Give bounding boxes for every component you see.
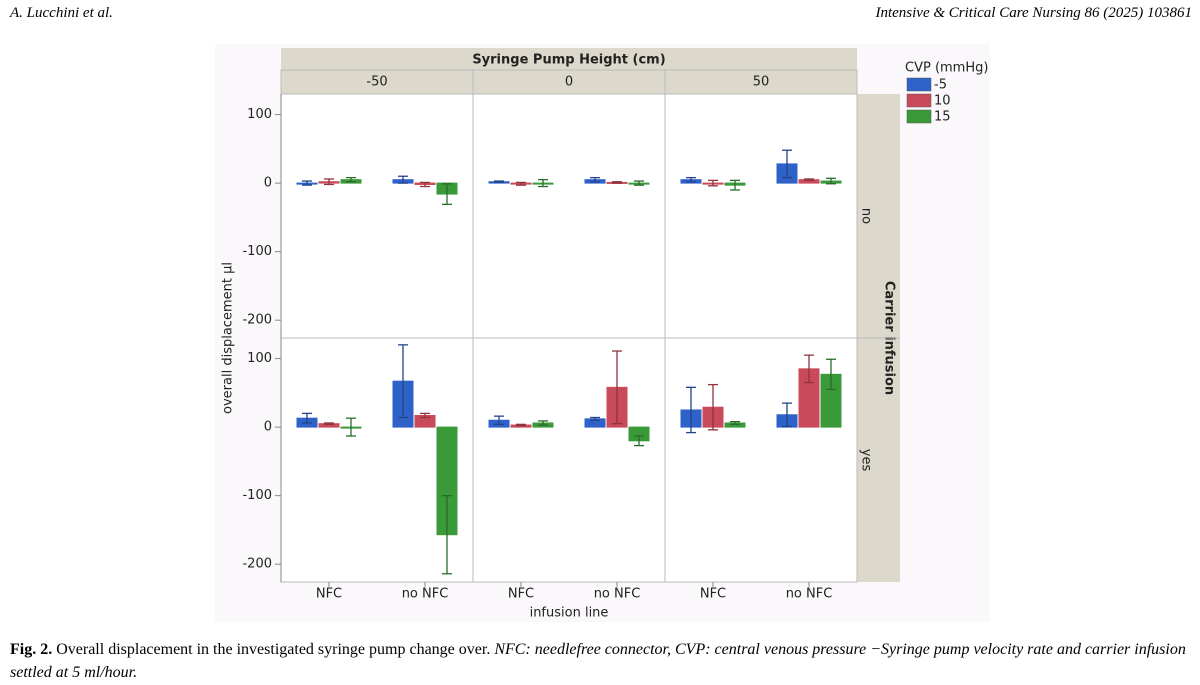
error-bar — [324, 178, 334, 186]
y-tick-label: -100 — [242, 488, 272, 503]
column-strip — [280, 69, 474, 95]
error-bar — [442, 494, 452, 575]
caption: Fig. 2. Overall displacement in the inve… — [10, 638, 1195, 684]
error-bar — [612, 350, 622, 425]
error-bar — [804, 354, 814, 384]
y-tick-label: -100 — [242, 244, 272, 259]
row-facet-label: yes — [859, 449, 874, 472]
error-bar — [804, 178, 814, 182]
legend-swatch — [906, 77, 932, 92]
legend-label: 15 — [934, 110, 951, 125]
legend-swatch — [906, 109, 932, 124]
column-facet-label: 50 — [753, 75, 770, 90]
error-bar — [302, 412, 312, 424]
column-facet-label: -50 — [366, 75, 387, 90]
error-bar — [634, 180, 644, 186]
chart: Syringe Pump Height (cm) overall displac… — [220, 48, 989, 621]
y-tick-label: -200 — [242, 557, 272, 572]
error-bar — [346, 417, 356, 437]
column-strip — [664, 69, 858, 95]
y-tick-label: 100 — [247, 351, 272, 366]
legend-label: 10 — [934, 94, 951, 109]
caption-label: Fig. 2. — [10, 641, 53, 658]
column-facet-label: 0 — [565, 75, 573, 90]
x-tick-label: no NFC — [786, 587, 833, 602]
error-bar — [826, 177, 836, 185]
title-strip — [281, 48, 857, 70]
error-bar — [590, 176, 600, 183]
y-axis-label: overall displacement µl — [221, 262, 236, 414]
row-facet-label: no — [859, 208, 874, 224]
error-bar — [420, 412, 430, 419]
error-bar — [538, 179, 548, 188]
error-bar — [398, 344, 408, 419]
y-tick-label: 0 — [264, 176, 272, 191]
error-bar — [538, 420, 548, 426]
error-bar — [516, 423, 526, 427]
y-tick-label: 0 — [264, 420, 272, 435]
error-bar — [516, 181, 526, 186]
header-journal: Intensive & Critical Care Nursing 86 (20… — [875, 5, 1192, 21]
error-bar — [708, 179, 718, 187]
x-tick-label: no NFC — [594, 587, 641, 602]
y-tick-label: -200 — [242, 313, 272, 328]
error-bar — [590, 416, 600, 421]
chart-title: Syringe Pump Height (cm) — [472, 53, 665, 68]
legend-title: CVP (mmHg) — [905, 61, 988, 76]
error-bar — [730, 420, 740, 426]
error-bar — [494, 415, 504, 426]
error-bar — [730, 179, 740, 191]
x-axis-label: infusion line — [530, 606, 609, 621]
legend-swatch — [906, 93, 932, 108]
y-tick-label: 100 — [247, 107, 272, 122]
error-bar — [494, 180, 504, 184]
error-bar — [686, 176, 696, 183]
error-bar — [442, 183, 452, 205]
error-bar — [420, 181, 430, 188]
error-bar — [708, 383, 718, 431]
error-bar — [782, 402, 792, 428]
error-bar — [634, 435, 644, 447]
legend-label: -5 — [934, 78, 947, 93]
error-bar — [612, 181, 622, 184]
x-tick-label: NFC — [316, 587, 342, 602]
header-authors: A. Lucchini et al. — [10, 5, 113, 21]
error-bar — [398, 175, 408, 184]
error-bar — [686, 386, 696, 434]
x-tick-label: NFC — [508, 587, 534, 602]
caption-text: Overall displacement in the investigated… — [56, 641, 491, 658]
error-bar — [302, 180, 312, 186]
error-bar — [826, 358, 836, 391]
error-bar — [324, 422, 334, 426]
x-tick-label: no NFC — [402, 587, 449, 602]
caption-italic: NFC: needlefree connector, CVP: central … — [10, 641, 1186, 681]
error-bar — [782, 149, 792, 179]
x-tick-label: NFC — [700, 587, 726, 602]
error-bar — [346, 176, 356, 183]
